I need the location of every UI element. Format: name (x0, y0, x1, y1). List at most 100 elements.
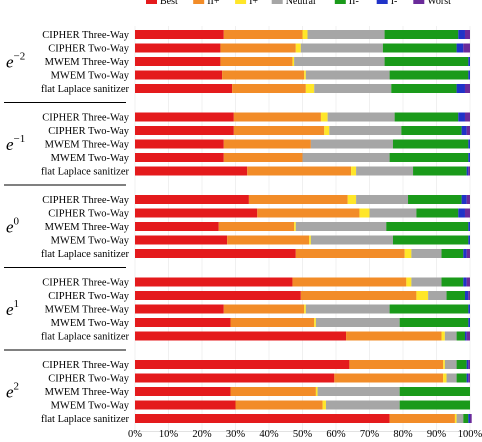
bar-segment-ii-2-4 (295, 249, 405, 258)
bar-segment-neutral-2-1 (369, 208, 417, 218)
row-label: CIPHER Two-Way (48, 126, 130, 137)
bar-row (135, 400, 470, 410)
legend-swatch-5 (376, 0, 388, 4)
bar-row (135, 166, 470, 176)
x-tick-label-4: 40% (259, 429, 279, 440)
x-tick-label-9: 90% (427, 429, 447, 440)
bar-segment-ii-4-4 (389, 414, 455, 423)
bar-segment-i-1-4 (351, 166, 357, 176)
bar-segment-i-4-1 (443, 373, 447, 383)
chart-legend: Best II+ I+ Neutral II- I- Worst (146, 0, 451, 7)
bar-segment-neutral-0-2 (294, 57, 385, 66)
x-tick-label-5: 50% (293, 429, 313, 440)
bar-segment-neutral-0-1 (300, 43, 383, 53)
bar-row (135, 57, 470, 66)
bar-row (135, 331, 470, 341)
bar-segment-i-2-0 (347, 195, 357, 204)
bar-segment-i-3-2 (304, 304, 306, 314)
bar-segment-i-1-2 (468, 139, 470, 149)
bar-segment-best-1-2 (135, 139, 224, 149)
legend-label-0: Best (160, 0, 178, 7)
bar-segment-i-3-4 (441, 331, 445, 341)
bar-segment-i-1-1 (461, 126, 467, 135)
bar-segment-ii-4-1 (334, 373, 444, 383)
bar-segment-i-2-1 (458, 208, 465, 218)
bar-segment-worst-4-4 (470, 414, 472, 423)
bar-row (135, 277, 470, 287)
row-label: MWEM Three-Way (45, 387, 130, 398)
bar-segment-neutral-3-0 (411, 277, 442, 287)
bar-segment-ii-4-0 (349, 360, 444, 369)
group-label-4: e2 (6, 381, 19, 402)
bar-segment-ii-1-1 (233, 126, 325, 135)
bar-segment-best-0-1 (135, 43, 221, 53)
bar-segment-ii-3-3 (399, 318, 469, 327)
bar-segment-best-2-3 (135, 235, 228, 245)
row-label: flat Laplace sanitizer (41, 84, 130, 95)
group-label-2: e0 (6, 216, 20, 237)
row-label: MWEM Two-Way (51, 400, 130, 411)
bar-segment-ii-3-2 (389, 304, 469, 314)
bar-segment-best-2-4 (135, 249, 296, 258)
bar-row (135, 318, 470, 327)
bar-segment-neutral-1-1 (329, 126, 402, 135)
bar-segment-neutral-1-2 (310, 139, 393, 149)
bar-segment-neutral-4-4 (456, 414, 464, 423)
bar-segment-best-2-2 (135, 222, 219, 231)
bar-segment-worst-0-0 (464, 30, 470, 39)
bar-segment-i-1-1 (324, 126, 330, 135)
bar-segment-i-4-1 (466, 373, 469, 383)
bar-row (135, 360, 470, 369)
bar-row (135, 195, 470, 204)
bar-segment-worst-3-4 (466, 331, 470, 341)
bar-segment-ii-3-4 (346, 331, 442, 341)
legend-swatch-3 (271, 0, 283, 4)
bar-segment-ii-0-2 (384, 57, 469, 66)
row-label: CIPHER Three-Way (42, 112, 129, 123)
row-label: CIPHER Three-Way (42, 277, 129, 288)
bar-segment-neutral-3-3 (315, 318, 400, 327)
row-label: CIPHER Three-Way (42, 360, 129, 371)
bar-segment-ii-0-0 (384, 30, 459, 39)
bar-row (135, 84, 470, 93)
bar-row (135, 235, 470, 245)
legend-label-2: I+ (249, 0, 258, 7)
bar-segment-ii-0-4 (232, 84, 306, 93)
bar-segment-ii-4-1 (456, 373, 467, 383)
bar-segment-i-0-1 (456, 43, 464, 53)
x-tick-label-10: 100% (458, 429, 482, 440)
bar-segment-worst-4-1 (468, 373, 470, 383)
group-separators (4, 102, 126, 351)
bar-segment-i-3-1 (464, 291, 469, 300)
x-tick-label-0: 0% (128, 429, 142, 440)
bar-segment-ii-1-0 (233, 112, 321, 122)
bar-segment-ii-0-1 (220, 43, 296, 53)
bar-segment-best-3-1 (135, 291, 301, 300)
group-label-exponent: −1 (14, 133, 26, 145)
bar-segment-ii-3-0 (292, 277, 407, 287)
bar-segment-ii-3-4 (456, 331, 465, 341)
bar-segment-best-0-0 (135, 30, 224, 39)
row-labels: CIPHER Three-Way CIPHER Two-Way MWEM Three… (41, 30, 130, 425)
group-label-0: e−2 (6, 51, 25, 72)
group-label-exponent: 2 (14, 381, 20, 393)
bar-segment-neutral-4-0 (444, 360, 457, 369)
bar-segment-worst-2-1 (464, 208, 470, 218)
bar-segment-best-1-3 (135, 153, 224, 162)
bar-segment-best-2-1 (135, 208, 258, 218)
bar-segment-best-3-0 (135, 277, 293, 287)
bar-segment-ii-1-0 (394, 112, 459, 122)
bar-segment-i-1-3 (468, 153, 470, 162)
bar-segment-ii-1-4 (413, 166, 467, 176)
group-label-base: e (6, 218, 14, 237)
bar-segment-ii-2-4 (441, 249, 464, 258)
bar-segment-best-2-0 (135, 195, 249, 204)
bar-segment-i-1-4 (466, 166, 469, 176)
bar-segment-ii-4-2 (399, 387, 470, 396)
bar-segment-neutral-2-3 (310, 235, 393, 245)
bar-segment-i-0-3 (468, 70, 470, 80)
bar-segment-i-4-0 (466, 360, 469, 369)
bar-segment-neutral-4-3 (325, 400, 400, 410)
bar-segment-neutral-4-1 (446, 373, 457, 383)
bar-segment-neutral-4-2 (317, 387, 400, 396)
